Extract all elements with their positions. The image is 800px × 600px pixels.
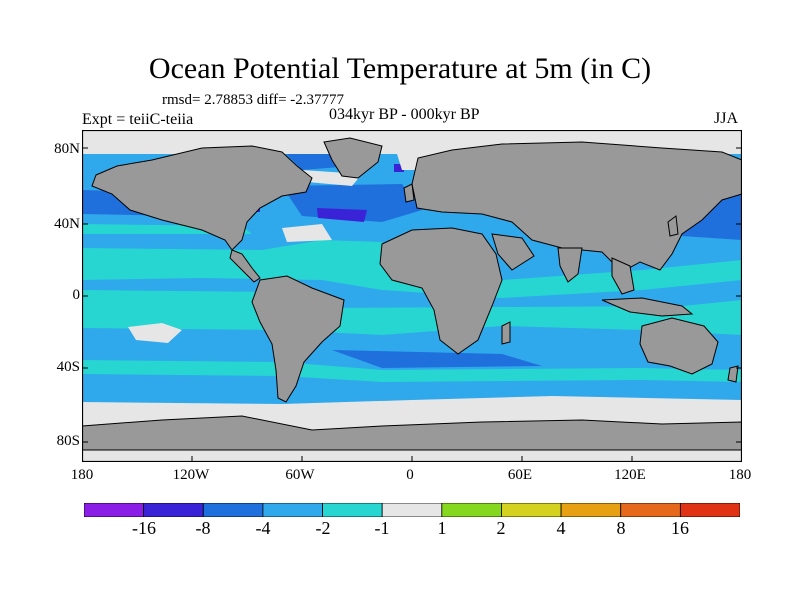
- eurasia: [411, 141, 742, 273]
- colorbar-swatch: [560, 503, 622, 517]
- arabia: [491, 233, 535, 271]
- japan: [667, 215, 679, 237]
- map-frame: [82, 130, 742, 462]
- colorbar-label: 2: [496, 518, 506, 538]
- central-america: [229, 249, 261, 283]
- x-tick-label: 60W: [285, 467, 315, 483]
- y-tick-label: 40N: [54, 216, 80, 232]
- colorbar-label: -4: [255, 518, 271, 538]
- madagascar: [501, 321, 511, 345]
- colorbar-swatch: [202, 503, 264, 517]
- colorbar-swatch: [501, 503, 562, 517]
- colorbar-label: 4: [556, 518, 566, 538]
- colorbar: [84, 503, 740, 517]
- south-america: [251, 275, 345, 403]
- x-tick-label: 60E: [507, 467, 533, 483]
- x-tick-label: 120W: [172, 467, 210, 483]
- india: [557, 247, 583, 283]
- indonesia: [601, 297, 694, 317]
- experiment-label: Expt = teiiC-teiia: [82, 111, 194, 128]
- colorbar-swatch: [322, 503, 383, 517]
- colorbar-label: 8: [616, 518, 626, 538]
- land-masses: [82, 137, 742, 451]
- colorbar-label: 16: [671, 518, 689, 538]
- ocean-temperature-map: [82, 130, 742, 462]
- period-label: 034kyr BP - 000kyr BP: [329, 106, 480, 123]
- colorbar-label: -1: [374, 518, 390, 538]
- colorbar-label: -2: [315, 518, 331, 538]
- colorbar-swatch: [84, 503, 145, 517]
- southeast-asia: [611, 257, 635, 295]
- antarctica: [82, 415, 742, 451]
- colorbar-label: -8: [195, 518, 211, 538]
- colorbar-label: -16: [132, 518, 156, 538]
- chart-title: Ocean Potential Temperature at 5m (in C): [148, 52, 652, 85]
- colorbar-swatch: [679, 503, 740, 517]
- colorbar-swatch: [143, 503, 204, 517]
- greenland: [323, 137, 383, 179]
- rmsd-diff-stats: rmsd= 2.78853 diff= -2.37777: [162, 92, 345, 108]
- new-zealand: [727, 365, 739, 383]
- colorbar-swatch: [441, 503, 502, 517]
- uk: [403, 183, 415, 203]
- y-tick-label: 0: [72, 287, 81, 303]
- australia: [639, 317, 719, 375]
- y-tick-label: 80S: [56, 433, 80, 449]
- cyan-anomaly-bands: [82, 224, 742, 382]
- y-tick-label: 80N: [54, 141, 80, 157]
- colorbar-swatch: [381, 503, 443, 517]
- colorbar-swatch: [262, 503, 323, 517]
- season-label: JJA: [714, 110, 739, 127]
- africa: [379, 227, 503, 355]
- x-tick-label: 0: [406, 467, 414, 483]
- y-tick-label: 40S: [56, 359, 80, 375]
- colorbar-swatch: [620, 503, 681, 517]
- x-tick-label: 120E: [614, 467, 646, 483]
- colorbar-label: 1: [437, 518, 447, 538]
- x-tick-label: 180: [70, 467, 94, 483]
- north-america: [91, 145, 313, 251]
- x-tick-label: 180: [728, 467, 752, 483]
